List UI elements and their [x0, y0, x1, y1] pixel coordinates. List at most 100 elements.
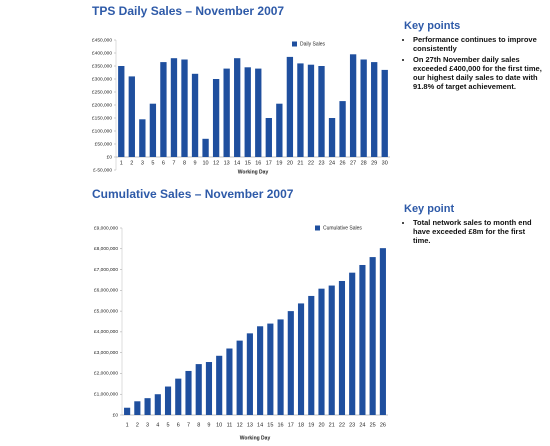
x-tick-label: 13	[247, 422, 253, 428]
bar	[154, 394, 161, 415]
bullet: On 27th November daily sales exceeded £4…	[413, 55, 544, 91]
legend-label: Cumulative Sales	[323, 225, 362, 231]
x-tick-label: 5	[151, 160, 154, 166]
bar	[286, 56, 294, 157]
x-tick-label: 22	[308, 160, 314, 166]
bar	[349, 54, 357, 157]
key-points-box: Key points Performance continues to impr…	[404, 20, 544, 93]
x-tick-label: 24	[329, 160, 335, 166]
x-tick-label: 3	[141, 160, 144, 166]
x-tick-label: 28	[361, 160, 367, 166]
x-tick-label: 20	[287, 160, 293, 166]
x-tick-label: 6	[177, 422, 180, 428]
y-tick-label: £150,000	[92, 115, 112, 121]
bar	[349, 272, 356, 415]
bar	[379, 248, 386, 415]
chart-title: TPS Daily Sales – November 2007	[92, 4, 284, 18]
x-tick-label: 7	[172, 160, 175, 166]
bar	[338, 280, 346, 415]
x-tick-label: 9	[194, 160, 197, 166]
y-tick-label: £9,000,000	[94, 225, 118, 231]
bar	[212, 79, 220, 157]
bar	[223, 68, 230, 157]
x-tick-label: 23	[318, 160, 324, 166]
bar	[359, 264, 366, 415]
x-tick-label: 13	[224, 160, 230, 166]
x-tick-label: 21	[297, 160, 303, 166]
bar	[318, 288, 325, 415]
x-tick-label: 1	[126, 422, 129, 428]
bullet: Performance continues to improve consist…	[413, 35, 544, 53]
x-tick-label: 5	[167, 422, 170, 428]
x-tick-label: 12	[213, 160, 219, 166]
bar	[149, 103, 157, 157]
bar	[124, 407, 131, 415]
y-tick-label: £0	[107, 154, 113, 160]
bar	[255, 68, 262, 157]
x-tick-label: 10	[216, 422, 222, 428]
x-tick-label: 22	[339, 422, 345, 428]
y-tick-label: £0	[113, 412, 119, 418]
bar	[307, 64, 315, 157]
x-tick-label: 19	[276, 160, 282, 166]
x-tick-label: 6	[162, 160, 165, 166]
x-tick-label: 10	[203, 160, 209, 166]
legend-swatch	[315, 225, 320, 231]
legend-label: Daily Sales	[300, 41, 326, 47]
y-tick-label: £5,000,000	[94, 308, 118, 314]
x-tick-label: 14	[257, 422, 263, 428]
bar	[371, 62, 378, 157]
x-tick-label: 4	[156, 422, 159, 428]
bar	[181, 59, 188, 157]
bar	[160, 62, 167, 157]
x-tick-label: 11	[227, 422, 233, 428]
x-tick-label: 2	[130, 160, 133, 166]
y-tick-label: £350,000	[92, 63, 112, 69]
bar	[360, 59, 367, 157]
x-tick-label: 12	[237, 422, 243, 428]
x-tick-label: 15	[267, 422, 273, 428]
bar	[202, 138, 209, 157]
x-tick-label: 26	[340, 160, 346, 166]
bar	[308, 295, 315, 415]
x-tick-label: 24	[359, 422, 365, 428]
bar	[287, 311, 294, 415]
key-points-title: Key point	[404, 203, 455, 215]
bar	[185, 370, 192, 415]
bar	[139, 119, 146, 157]
y-tick-label: £8,000,000	[94, 246, 118, 252]
y-tick-label: £100,000	[92, 128, 112, 134]
x-axis-label: Working Day	[238, 169, 269, 175]
bar	[318, 66, 325, 157]
y-tick-label: £-50,000	[93, 167, 112, 173]
x-tick-label: 3	[146, 422, 149, 428]
bar	[134, 401, 141, 415]
bar	[128, 76, 135, 157]
x-tick-label: 7	[187, 422, 190, 428]
key-points-box: Key point Total network sales to month e…	[404, 203, 544, 247]
bar	[226, 348, 233, 415]
bar	[244, 67, 251, 157]
bar	[339, 101, 346, 157]
y-tick-label: £50,000	[95, 141, 113, 147]
x-tick-label: 1	[120, 160, 123, 166]
x-tick-label: 30	[382, 160, 388, 166]
x-tick-label: 16	[255, 160, 261, 166]
x-tick-label: 18	[298, 422, 304, 428]
x-tick-label: 19	[308, 422, 314, 428]
x-tick-label: 21	[329, 422, 335, 428]
x-tick-label: 8	[197, 422, 200, 428]
x-tick-label: 20	[318, 422, 324, 428]
x-tick-label: 23	[349, 422, 355, 428]
bullet: Total network sales to month end have ex…	[413, 218, 544, 245]
bar	[267, 323, 274, 415]
bar	[297, 63, 304, 157]
y-tick-label: £3,000,000	[94, 350, 118, 356]
bar	[369, 257, 376, 415]
x-tick-label: 27	[350, 160, 356, 166]
bar	[216, 355, 223, 415]
legend-swatch	[292, 41, 297, 47]
y-tick-label: £400,000	[92, 50, 112, 56]
y-tick-label: £6,000,000	[94, 288, 118, 294]
